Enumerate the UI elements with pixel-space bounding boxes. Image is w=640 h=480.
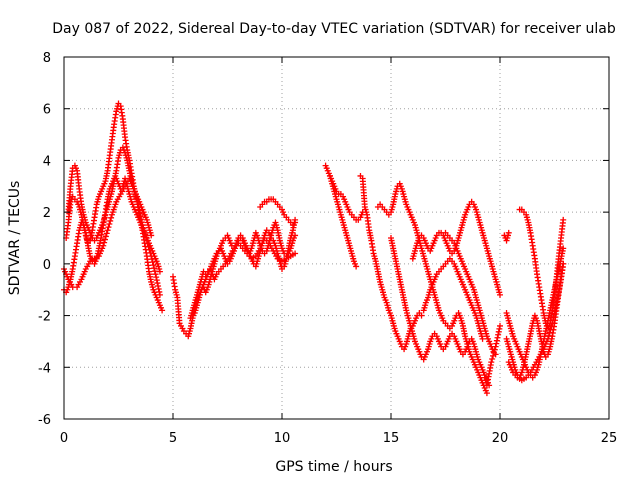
data-point	[560, 260, 567, 267]
data-point	[491, 346, 498, 353]
data-point	[133, 195, 140, 202]
series-ulab-q	[481, 322, 503, 389]
series-ulab-u	[516, 206, 567, 332]
x-tick-label: 5	[169, 431, 177, 446]
y-tick-label: 0	[43, 258, 51, 273]
data-point	[104, 227, 111, 234]
data-point	[292, 250, 299, 257]
data-point	[105, 224, 112, 231]
data-point	[505, 229, 512, 236]
x-tick-label: 25	[601, 431, 618, 446]
data-point	[101, 236, 108, 243]
x-tick-label: 20	[492, 431, 509, 446]
data-point	[148, 232, 155, 239]
ticks-layer: 0 5 10 15 20 25 -6 -4 -2 0 2 4 6 8	[38, 51, 617, 446]
data-point	[141, 228, 148, 235]
y-tick-label: 4	[43, 154, 51, 169]
data-point	[418, 312, 425, 319]
x-tick-label: 0	[60, 431, 68, 446]
data-point	[146, 246, 153, 253]
chart-title: Day 087 of 2022, Sidereal Day-to-day VTE…	[52, 21, 616, 37]
data-point	[560, 245, 567, 252]
series-ulab-k	[357, 172, 425, 353]
y-axis-label: SDTVAR / TECUs	[7, 181, 23, 296]
plot-frame	[63, 56, 610, 420]
data-point	[102, 233, 109, 240]
y-tick-label: 2	[43, 206, 51, 221]
y-tick-label: -4	[38, 361, 51, 376]
data-point	[107, 217, 114, 224]
data-point	[292, 219, 299, 226]
data-point	[139, 222, 146, 229]
series-ulab-m	[388, 235, 493, 389]
data-point	[142, 234, 149, 241]
data-point	[101, 239, 108, 246]
data-point	[147, 249, 154, 256]
data-point	[151, 268, 158, 275]
data-point	[130, 185, 137, 192]
data-point	[560, 216, 567, 223]
data-point	[353, 263, 360, 270]
data-point	[100, 242, 107, 249]
data-point	[490, 349, 497, 356]
data-point	[143, 237, 150, 244]
data-point	[145, 243, 152, 250]
x-tick-label: 10	[274, 431, 291, 446]
series-ulab-j	[326, 172, 366, 223]
data-point	[479, 335, 486, 342]
series-ulab-h	[257, 196, 299, 229]
series-ulab-t	[503, 260, 567, 381]
x-tick-label: 15	[383, 431, 400, 446]
data-point	[108, 214, 115, 221]
data-point	[148, 253, 155, 260]
data-point	[149, 259, 156, 266]
data-point	[497, 291, 503, 298]
y-tick-label: -6	[38, 413, 51, 428]
x-axis-label: GPS time / hours	[275, 459, 392, 475]
data-point	[106, 221, 113, 228]
y-tick-label: 6	[43, 103, 51, 118]
data-point	[140, 225, 147, 232]
data-point	[497, 322, 503, 329]
data-point	[156, 268, 163, 275]
data-point	[159, 307, 166, 314]
data-point	[142, 231, 149, 238]
data-point	[134, 198, 141, 205]
series-ulab-v	[501, 229, 512, 244]
data-point	[488, 359, 495, 366]
data-point	[490, 352, 497, 359]
data-point	[131, 188, 138, 195]
data-point	[156, 291, 163, 298]
data-point	[103, 230, 110, 237]
data-point	[148, 256, 155, 263]
data-point	[489, 356, 496, 363]
series-ulab-g	[191, 216, 299, 316]
series-ulab-o	[420, 255, 486, 342]
data-point	[150, 262, 157, 269]
y-tick-label: 8	[43, 51, 51, 66]
data-marks-layer	[61, 100, 567, 397]
data-point	[132, 192, 139, 199]
series-ulab-l	[374, 180, 490, 397]
y-tick-label: -2	[38, 310, 51, 325]
data-point	[144, 240, 151, 247]
data-point	[151, 265, 158, 272]
series-ulab-d	[61, 175, 163, 298]
series-ulab-p	[442, 229, 499, 358]
data-point	[483, 390, 490, 397]
